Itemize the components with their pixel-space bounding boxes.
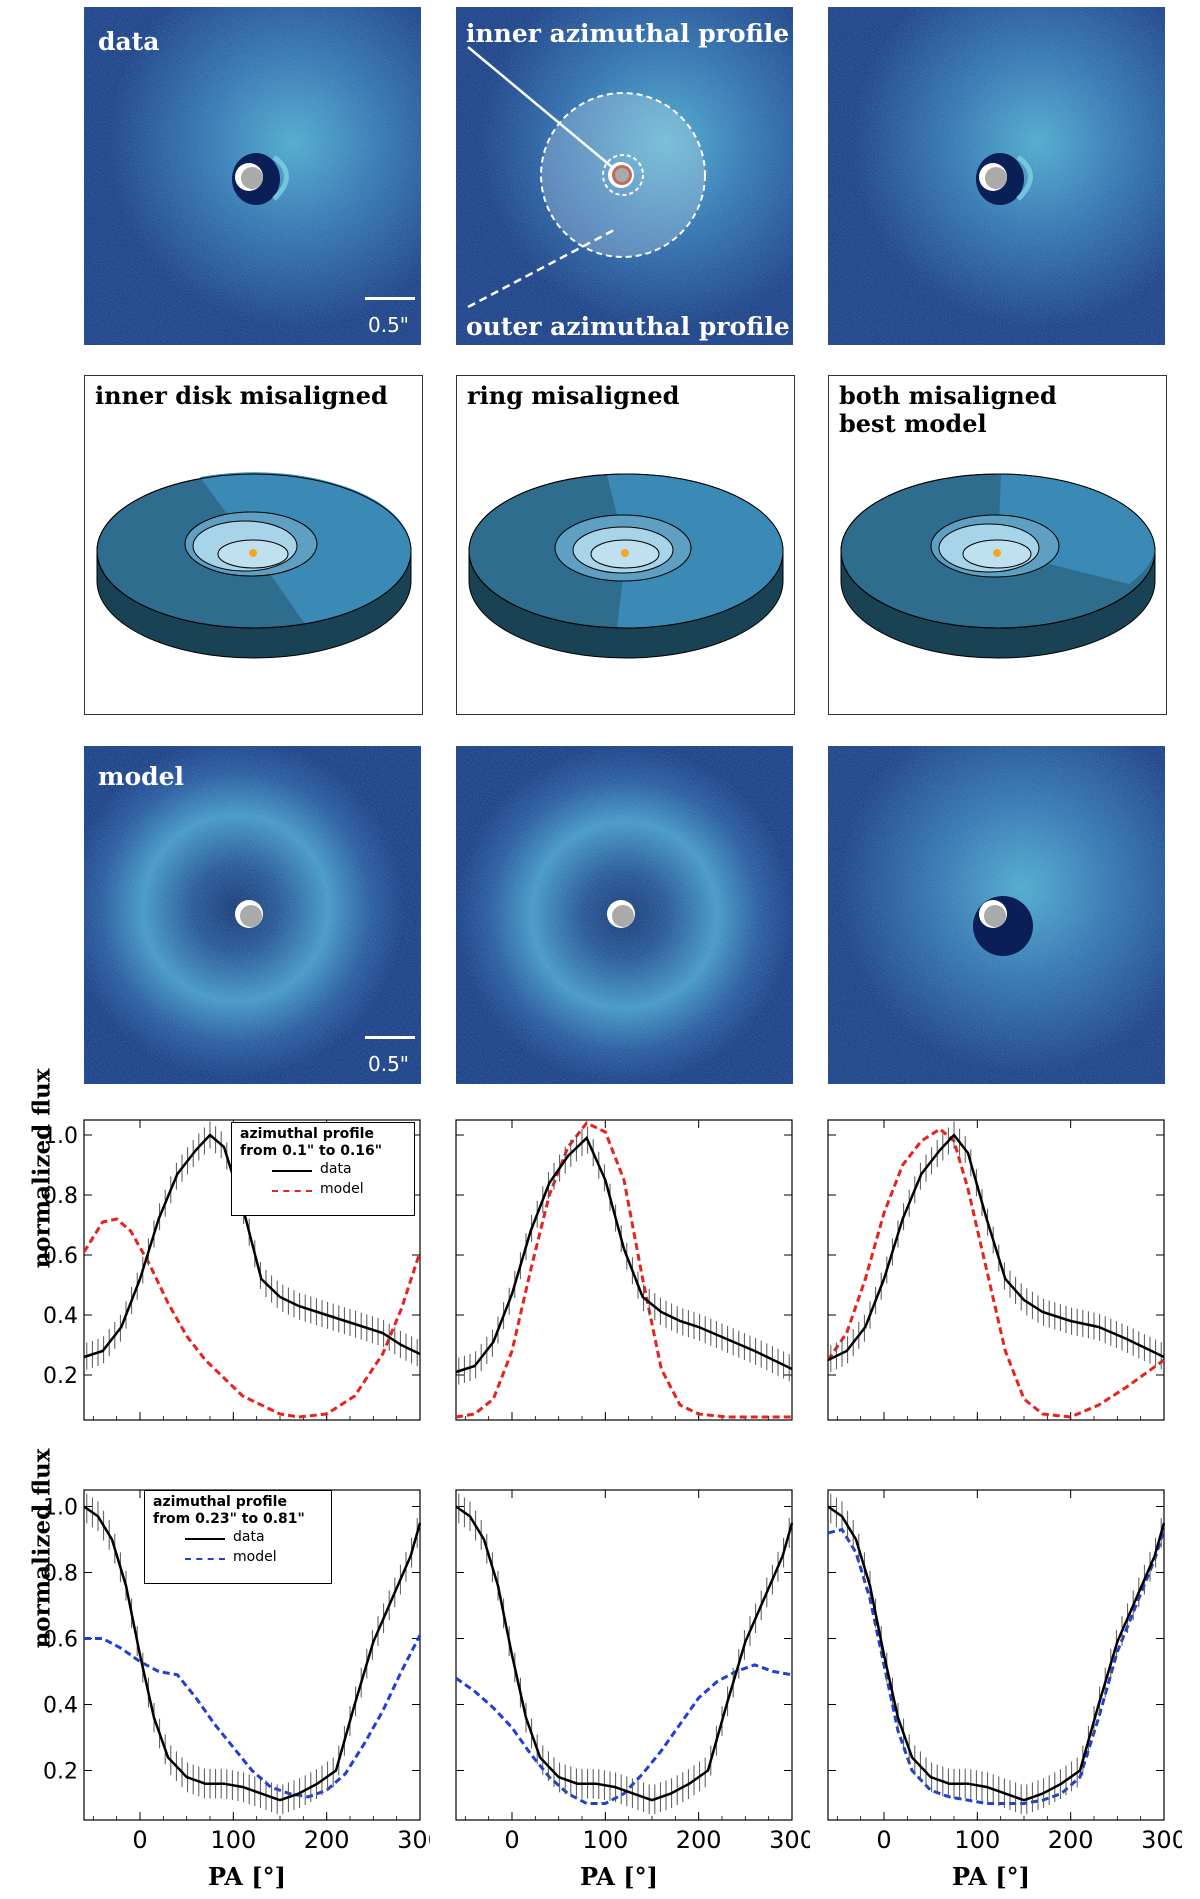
xlabel-right: PA [°] [952,1862,1030,1891]
model-line [827,1527,1166,1805]
legend-title: from 0.1" to 0.16" [240,1143,383,1159]
plot-inner-right [812,1108,1182,1478]
legend-model-swatch [272,1190,312,1192]
data-line [827,1133,1165,1362]
x-tick-label: 300 [1141,1826,1182,1854]
model-line [82,1217,422,1419]
y-tick-label: 0.2 [43,1364,78,1389]
sketch-both-misaligned: both misaligned best model [828,375,1167,715]
image-data-mid: inner azimuthal profile outer azimuthal … [456,7,793,345]
disk-sketch [468,473,784,659]
legend-inner: azimuthal profile from 0.1" to 0.16" dat… [231,1122,415,1216]
chart-svg: 0 100 200 300 [455,1489,815,1854]
x-tick-label: 200 [1048,1826,1094,1854]
legend-title: from 0.23" to 0.81" [153,1511,305,1527]
data-line [83,1505,422,1802]
image-data-left: data 0.5" [84,7,421,345]
data-line [455,1135,793,1374]
y-tick-label: 0.8 [43,1184,78,1209]
legend-title: azimuthal profile [240,1126,374,1142]
legend-data-swatch [272,1170,312,1172]
y-tick-label: 1.0 [43,1496,78,1521]
sketch-ring-misaligned: ring misaligned [456,375,795,715]
chart-svg: 0 100 200 300 [827,1489,1187,1854]
y-tick-label: 0.6 [43,1244,78,1269]
legend-data-label: data [320,1161,352,1177]
disk-image [828,746,1165,1084]
x-tick-label: 300 [397,1826,430,1854]
inner-profile-label: inner azimuthal profile [466,19,790,48]
chart-svg [455,1119,793,1421]
scalebar [365,1036,415,1039]
disk-sketch [96,472,412,659]
image-model-right [828,746,1165,1084]
plot-frame [455,1119,793,1421]
x-tick-label: 0 [132,1826,147,1854]
plot-inner-mid [440,1108,810,1478]
image-label: model [98,762,185,791]
scalebar-label: 0.5" [368,1052,410,1076]
image-data-right [828,7,1165,345]
x-tick-label: 100 [210,1826,256,1854]
x-tick-label: 200 [304,1826,350,1854]
chart-svg [826,1119,1165,1421]
legend-title: azimuthal profile [153,1494,287,1510]
legend-data-label: data [233,1529,265,1545]
image-label: data [98,27,160,56]
plot-outer-mid: 0 100 200 300 [440,1478,815,1868]
outer-profile-label: outer azimuthal profile [466,312,790,341]
x-tick-label: 100 [954,1826,1000,1854]
scalebar-label: 0.5" [368,313,410,337]
disk-image [84,746,421,1084]
scalebar [365,297,415,300]
disk-image [828,7,1165,345]
disk-image-annotated [456,7,793,345]
image-model-mid [456,746,793,1084]
model-line [84,1634,422,1799]
x-tick-label: 100 [582,1826,628,1854]
model-line [826,1127,1165,1419]
disk-image [456,746,793,1084]
y-tick-label: 0.4 [43,1304,78,1329]
xlabel-left: PA [°] [208,1862,286,1891]
x-tick-label: 300 [769,1826,810,1854]
sketch-inner-disk-misaligned: inner disk misaligned [84,375,423,715]
y-tick-label: 1.0 [43,1124,78,1149]
sketch-title: ring misaligned [467,381,680,410]
disk-sketch [840,473,1156,659]
y-tick-label: 0.8 [43,1562,78,1587]
x-tick-label: 0 [876,1826,891,1854]
data-line [827,1505,1166,1802]
y-tick-label: 0.2 [43,1760,78,1785]
disk-image [84,7,421,345]
image-model-left: model 0.5" [84,746,421,1084]
legend-outer: azimuthal profile from 0.23" to 0.81" da… [144,1490,332,1584]
xlabel-mid: PA [°] [580,1862,658,1891]
sketch-title: both misaligned best model [839,381,1057,438]
sketch-title: inner disk misaligned [95,381,388,410]
legend-model-label: model [320,1181,364,1197]
legend-model-swatch [185,1558,225,1560]
data-line [455,1505,794,1802]
plot-outer-right: 0 100 200 300 [812,1478,1187,1868]
y-tick-label: 0.4 [43,1694,78,1719]
y-tick-label: 0.6 [43,1628,78,1653]
model-line [455,1121,792,1419]
legend-model-label: model [233,1549,277,1565]
plot-frame [827,1119,1165,1421]
x-tick-label: 200 [676,1826,722,1854]
legend-data-swatch [185,1538,225,1540]
x-tick-label: 0 [504,1826,519,1854]
